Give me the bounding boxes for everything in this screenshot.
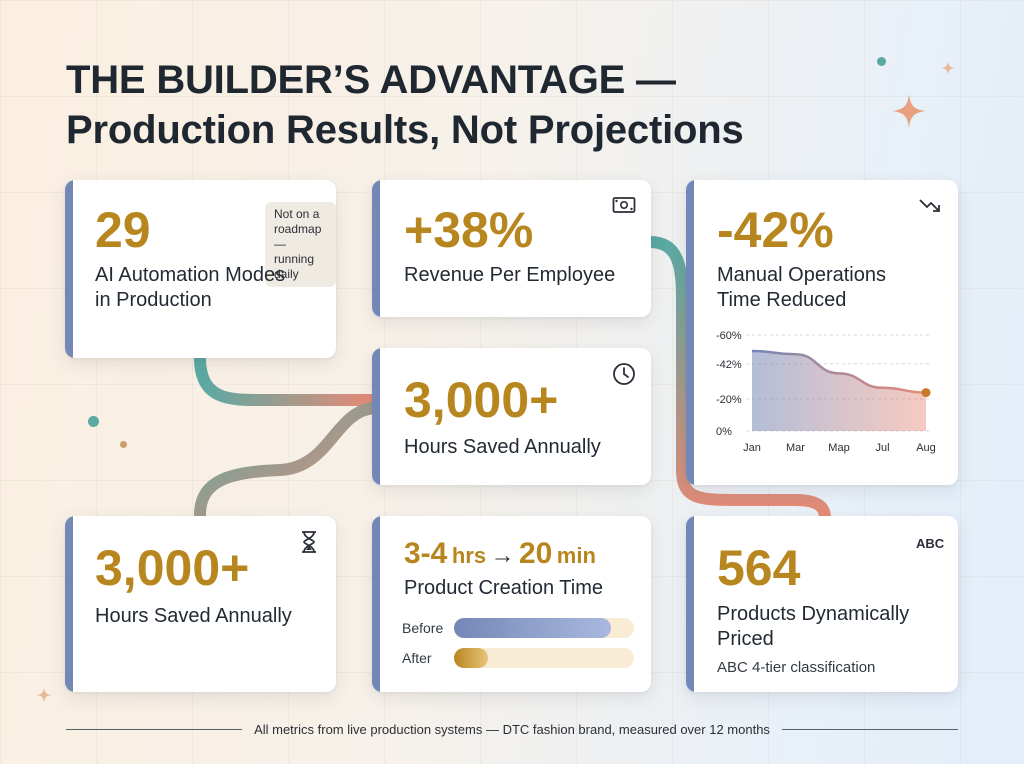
roadmap-badge: Not on a roadmap — running daily [265,202,336,287]
badge-line-1: Not on a roadmap [274,207,322,236]
hourglass-icon [302,531,316,553]
card-manual-operations: -42% Manual Operations Time Reduced -60%… [686,180,958,485]
y-tick-label: -60% [716,330,742,342]
label-line-1: Manual Operations [717,264,886,286]
label-line-1: Products Dynamically [717,603,910,625]
money-icon [612,197,636,213]
label-line-2: in Production [95,289,212,311]
sparkle-icon [892,94,926,128]
after-unit: min [556,543,596,568]
card-automation-modes: 29 Not on a roadmap — running daily AI A… [65,180,336,358]
y-tick-label: 0% [716,426,732,438]
before-value: 3-4 [404,537,448,570]
label-line-2: Priced [717,628,774,650]
after-label: After [402,650,432,666]
metric-value: 564 [717,540,801,596]
footer-rule-right [781,728,958,730]
metric-label: Hours Saved Annually [95,605,292,627]
trend-down-icon [919,199,940,212]
title-line-1: THE BUILDER’S ADVANTAGE — [66,58,676,102]
clock-icon [613,363,635,385]
metric-value: 3,000+ [404,372,559,428]
metric-value: +38% [404,202,534,258]
arrow-icon: → [490,542,515,569]
x-tick-label: Jul [875,442,889,454]
before-unit: hrs [451,543,487,568]
title-line-2: Production Results, Not Projections [66,108,744,152]
metric-label: Product Creation Time [404,577,603,599]
classification-note: ABC 4-tier classification [717,659,876,676]
creation-time-value: 3-4 hrs → 20 min [404,536,596,577]
card-product-creation: 3-4 hrs → 20 min Product Creation Time B… [372,516,651,692]
card-hours-saved-center: 3,000+ Hours Saved Annually [372,348,651,485]
metric-label: Manual Operations Time Reduced [717,263,886,313]
metric-label: Products Dynamically Priced [717,602,909,652]
card-hours-saved-left: 3,000+ Hours Saved Annually [65,516,336,692]
y-tick-label: -20% [716,394,742,406]
x-tick-label: Jan [743,442,761,454]
footer: All metrics from live production systems… [66,719,958,739]
chart-area [752,351,926,431]
x-tick-label: Aug [916,442,936,454]
decor-dot [120,441,127,448]
label-line-2: Time Reduced [717,289,847,311]
footer-rule-left [66,728,243,730]
metric-value: -42% [717,202,834,258]
y-tick-label: -42% [716,359,742,371]
x-tick-label: Mar [786,442,805,454]
footer-note: All metrics from live production systems… [254,721,770,737]
card-revenue: +38% Revenue Per Employee [372,180,651,317]
x-tick-label: Map [828,442,849,454]
page-title: THE BUILDER’S ADVANTAGE — Production Res… [66,55,744,155]
metric-label: Revenue Per Employee [404,264,616,286]
before-label: Before [402,620,444,636]
chart-end-marker [921,388,931,398]
decor-dot [88,416,99,427]
metric-label: AI Automation Modes in Production [95,263,285,313]
decor-dot [877,57,886,66]
sparkle-small-icon [941,61,955,75]
sparkle-bottom-icon [36,687,52,703]
metric-value: 29 [95,202,151,258]
abc-badge: ABC [916,536,945,551]
before-bar-track [454,618,634,638]
after-bar-fill [454,648,489,668]
before-bar-fill [454,618,611,638]
metric-value: 3,000+ [95,540,250,596]
after-bar-track [454,648,634,668]
badge-line-2: — running daily [274,237,315,281]
chart-series-line [751,349,927,394]
ops-area-chart: -60% -42% -20% 0% Jan Mar Map Jul Aug [716,330,936,454]
card-dynamic-pricing: 564 ABC Products Dynamically Priced ABC … [686,516,958,692]
label-line-1: AI Automation Modes [95,264,286,286]
metric-label: Hours Saved Annually [404,436,601,458]
after-value: 20 [518,537,553,570]
